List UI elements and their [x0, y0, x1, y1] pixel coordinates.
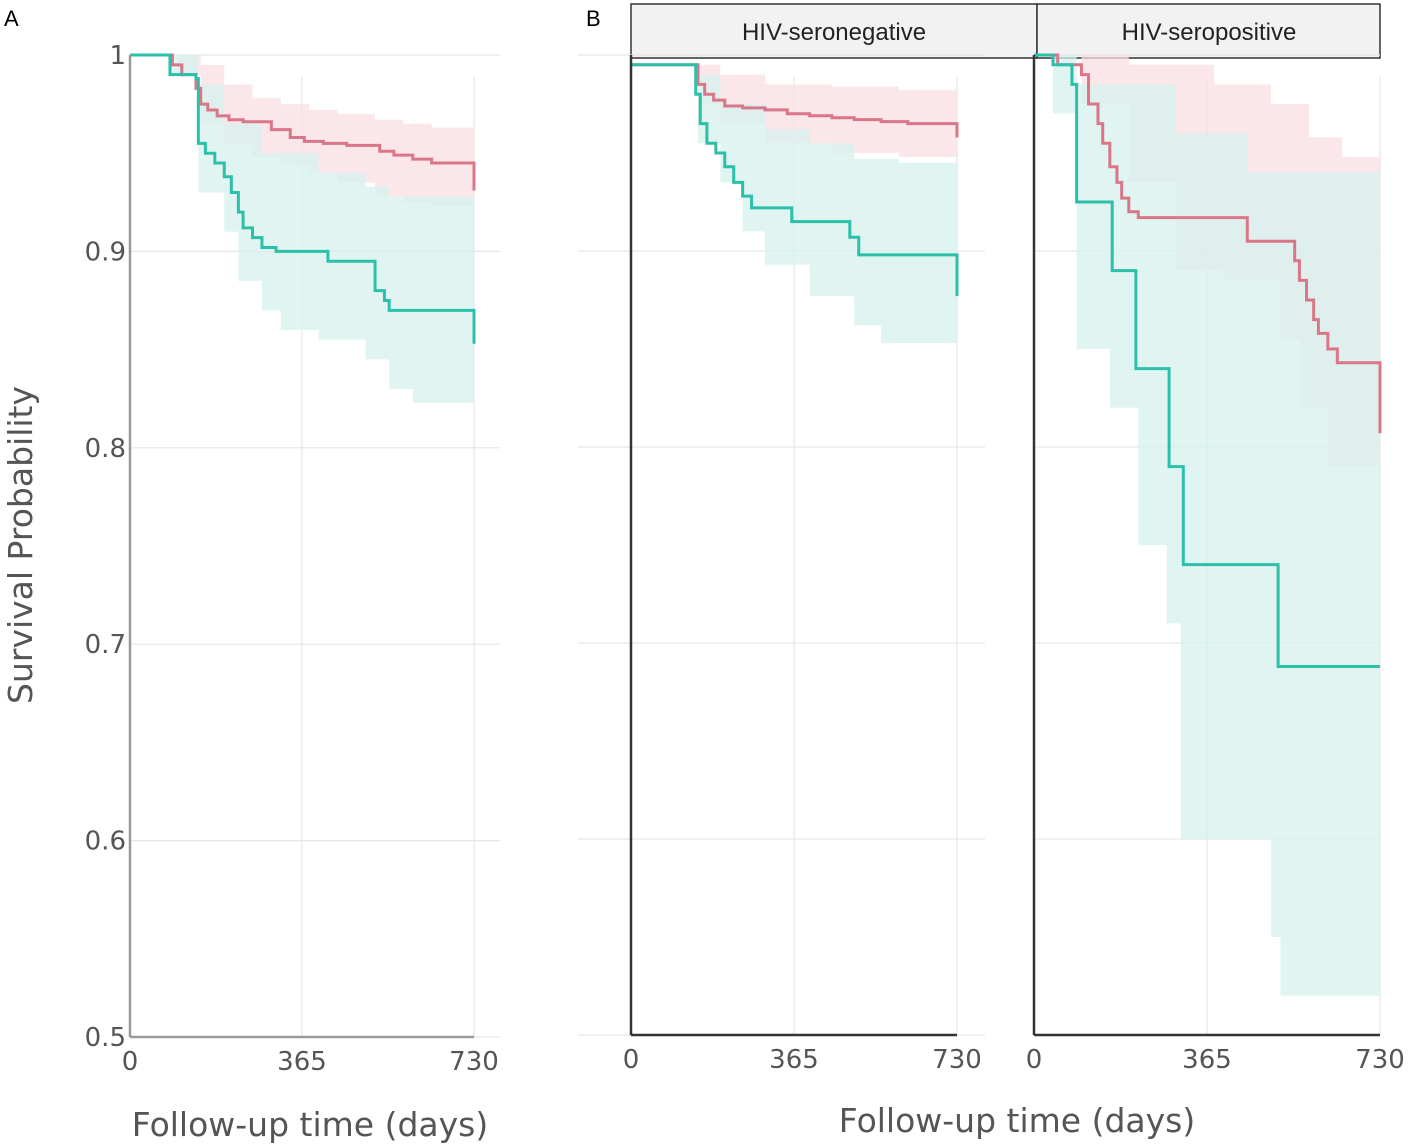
x-axis-title-a: Follow-up time (days) [132, 1105, 488, 1144]
panel-b-label: B [586, 6, 601, 31]
ci-band-group2 [631, 64, 957, 344]
panel-a-label: A [4, 6, 19, 31]
strip-header-seropositive [1036, 3, 1381, 59]
y-tick-label: 0.5 [85, 1023, 126, 1053]
tick-labels-a: 0 365 730 0.5 0.6 0.7 0.8 0.9 1 [85, 41, 499, 1077]
y-axis-title: Survival Probability [1, 386, 40, 704]
ci-band-group2 [1034, 55, 1380, 1000]
strip-header-seronegative [630, 3, 1038, 59]
chart-panel-a: 0 365 730 0.5 0.6 0.7 0.8 0.9 1 [85, 41, 500, 1077]
axes-b1 [629, 55, 957, 1037]
y-tick-label: 1 [109, 41, 126, 71]
survival-line-group2 [631, 63, 959, 297]
survival-lines-b2 [1034, 53, 1382, 669]
x-tick-label: 0 [122, 1047, 139, 1077]
survival-lines-a [130, 53, 476, 344]
ci-bands-b1 [631, 64, 957, 344]
x-tick-label: 365 [769, 1045, 819, 1075]
chart-panel-hiv-seronegative: HIV-seronegative 0 365 730 [578, 3, 1038, 1075]
tick-labels-b2: 0 365 730 [1026, 1045, 1405, 1075]
x-tick-label: 0 [623, 1045, 640, 1075]
axes-a [128, 55, 474, 1039]
survival-line-group2 [1034, 53, 1380, 669]
y-tick-label: 0.7 [85, 630, 126, 660]
x-tick-label: 730 [1355, 1045, 1405, 1075]
x-tick-label: 0 [1026, 1045, 1043, 1075]
ci-bands-a [130, 55, 474, 403]
ci-bands-b2 [1034, 55, 1380, 1000]
tick-labels-b1: 0 365 730 [623, 1045, 982, 1075]
x-tick-label: 365 [1182, 1045, 1232, 1075]
survival-line-group2 [130, 53, 476, 344]
strip-title-seronegative: HIV-seronegative [742, 19, 926, 46]
ci-band-group2 [130, 55, 474, 403]
survival-lines-b1 [631, 63, 959, 297]
chart-panel-hiv-seropositive: HIV-seropositive 0 365 730 [1026, 3, 1405, 1075]
ci-band-group1 [1034, 55, 1380, 516]
survival-line-group1 [631, 63, 959, 138]
survival-line-group1 [1034, 53, 1382, 434]
x-axis-title-b: Follow-up time (days) [839, 1101, 1195, 1140]
y-tick-label: 0.6 [85, 827, 126, 857]
y-tick-label: 0.8 [85, 434, 126, 464]
y-tick-label: 0.9 [85, 237, 126, 267]
strip-title-seropositive: HIV-seropositive [1122, 19, 1297, 46]
x-tick-label: 365 [277, 1047, 327, 1077]
x-tick-label: 730 [932, 1045, 982, 1075]
x-tick-label: 730 [449, 1047, 499, 1077]
